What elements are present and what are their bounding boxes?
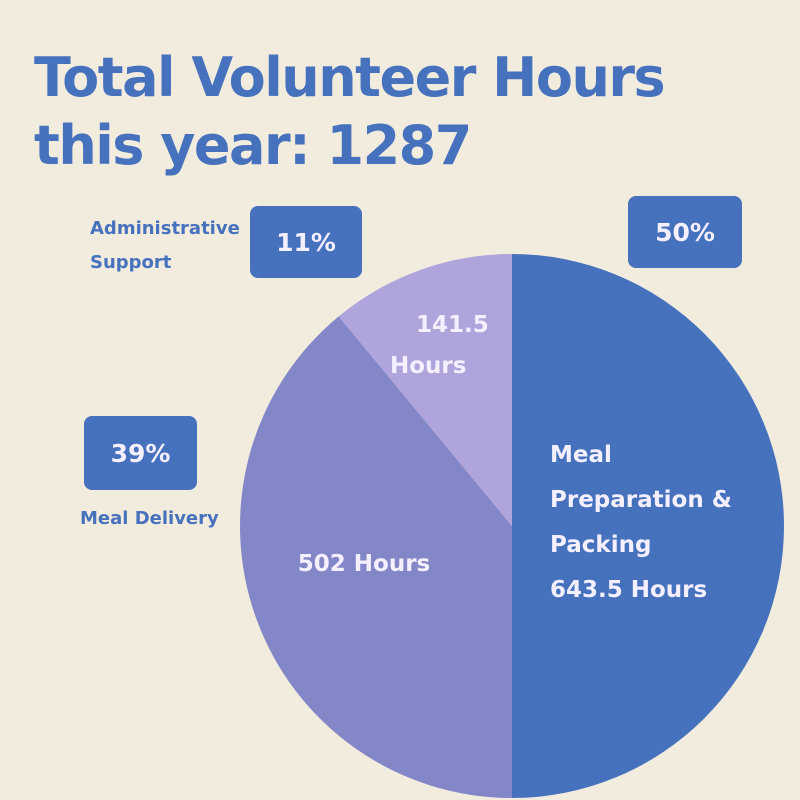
admin-percent-badge: 11% [250,206,362,278]
label-meal-prep-line: Preparation & [550,487,732,513]
prep-percent-badge: 50% [628,196,742,268]
label-meal-delivery: 502 Hours [298,551,430,577]
label-meal-prep: Meal Preparation & Packing 643.5 Hours [550,442,732,603]
label-meal-delivery-line: 502 Hours [298,551,430,577]
admin-label-line-1: Administrative [90,218,240,239]
label-admin-line: Hours [390,353,466,379]
prep-percent: 50% [655,217,715,247]
slice-meal-prep [512,254,784,798]
admin-label-line-2: Support [90,252,172,273]
title-line-1: Total Volunteer Hours [34,46,666,109]
label-admin-line: 141.5 [416,312,489,338]
delivery-legend-label: Meal Delivery [80,502,219,536]
delivery-percent: 39% [110,438,171,468]
title-line-2: this year: 1287 [34,114,472,177]
label-admin: 141.5 Hours [390,312,489,379]
delivery-label: Meal Delivery [80,508,219,529]
label-meal-prep-line: Meal [550,442,612,468]
delivery-percent-badge: 39% [84,416,197,490]
admin-percent: 11% [276,227,336,257]
admin-legend-label: Administrative Support [90,212,240,280]
label-meal-prep-line: 643.5 Hours [550,577,707,603]
label-meal-prep-line: Packing [550,532,651,558]
slice-admin [338,254,512,526]
slice-meal-delivery [240,316,512,798]
page-title: Total Volunteer Hours this year: 1287 [34,44,666,180]
